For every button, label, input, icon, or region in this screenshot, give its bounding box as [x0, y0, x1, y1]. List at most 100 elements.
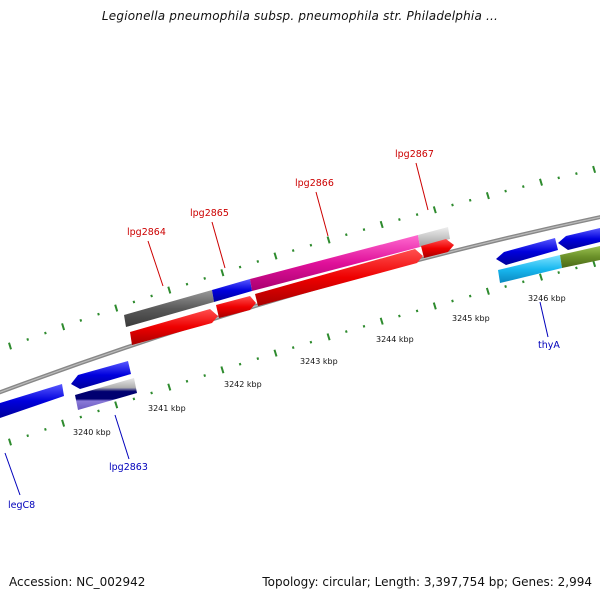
inner-tick [26, 434, 30, 438]
outer-tick [592, 165, 597, 174]
inner-tick [79, 415, 83, 419]
inner-tick [291, 346, 295, 350]
outer-tick [203, 276, 207, 280]
inner-tick [256, 357, 260, 361]
gene-bar-gray[interactable] [124, 290, 214, 327]
inner-tick [44, 427, 47, 431]
genome-backbone-highlight [0, 216, 600, 393]
inner-tick [203, 374, 207, 377]
inner-tick [114, 401, 119, 409]
inner-tick [485, 287, 490, 295]
outer-tick [220, 269, 225, 277]
inner-tick [539, 273, 543, 281]
inner-tick [97, 409, 100, 413]
gene-bar-lpg2863[interactable] [75, 378, 137, 410]
inner-tick [326, 333, 331, 341]
inner-tick [398, 314, 401, 318]
gene-bar-legC8-part[interactable] [0, 384, 64, 418]
gene-bar-lpg2867[interactable] [418, 227, 450, 247]
outer-tick [26, 338, 30, 341]
outer-tick [362, 228, 366, 232]
outer-tick [557, 176, 561, 180]
outer-tick [468, 198, 472, 202]
gene-label-lpg2866[interactable]: lpg2866 [295, 178, 334, 189]
genome-backbone [0, 215, 600, 395]
gene-arrow-left-thyA-1[interactable] [496, 238, 558, 265]
inner-tick [344, 330, 348, 333]
inner-tick [362, 324, 366, 328]
gene-label-lpg2863[interactable]: lpg2863 [109, 462, 148, 473]
inner-tick [521, 280, 525, 284]
inner-tick [61, 419, 66, 427]
gene-arrow-red-2[interactable] [216, 296, 256, 318]
inner-tick [185, 379, 189, 383]
inner-tick [557, 271, 561, 274]
inner-tick [379, 317, 384, 325]
outer-tick [432, 206, 437, 214]
gene-bar-lpg2866[interactable] [250, 235, 420, 291]
accession-label: Accession: NC_002942 [9, 575, 146, 589]
outer-tick [79, 318, 83, 322]
inner-tick [575, 266, 578, 270]
label-leaders [147, 162, 429, 287]
topology-label: Topology: circular; Length: 3,397,754 bp… [262, 575, 592, 589]
gene-arrow-red-4[interactable] [421, 239, 454, 258]
outer-tick [44, 331, 47, 335]
outer-tick [8, 342, 12, 350]
inner-tick [432, 302, 437, 310]
gene-arrow-left-thyA-2[interactable] [558, 228, 600, 250]
outer-tick [539, 178, 543, 186]
outer-tick [398, 218, 401, 221]
scale-label-3246: 3246 kbp [528, 294, 566, 303]
outer-tick [575, 172, 578, 176]
outer-tick [309, 243, 313, 247]
red-arrow-genes [130, 239, 454, 345]
outer-tick [344, 233, 348, 237]
inner-tick [468, 294, 472, 298]
gene-label-lpg2867[interactable]: lpg2867 [395, 149, 434, 160]
outer-tick-track [8, 165, 597, 350]
gene-bar-blue-forward[interactable] [212, 279, 252, 302]
inner-tick [504, 285, 507, 288]
gene-label-legC8[interactable]: legC8 [8, 500, 35, 511]
outer-tick [291, 249, 295, 253]
outer-tick [326, 236, 331, 244]
outer-tick [150, 294, 153, 298]
outer-tick [97, 312, 100, 316]
scale-label-3242: 3242 kbp [224, 380, 262, 389]
scale-label-3241: 3241 kbp [148, 404, 186, 413]
outer-tick [273, 252, 278, 260]
inner-tick [150, 391, 153, 395]
gene-arrow-red-3[interactable] [255, 249, 423, 306]
outer-tick [132, 300, 136, 304]
scale-label-3243: 3243 kbp [300, 357, 338, 366]
inner-tick [451, 299, 454, 303]
gene-label-lpg2865[interactable]: lpg2865 [190, 208, 229, 219]
gene-bar-olive[interactable] [560, 246, 600, 268]
outer-tick [415, 213, 419, 217]
label-leaders-blue [4, 301, 549, 496]
scale-label-3245: 3245 kbp [452, 314, 490, 323]
outer-tick [238, 265, 242, 269]
inner-tick [8, 438, 12, 446]
gene-arrow-left-1[interactable] [71, 361, 131, 389]
outer-tick [521, 185, 525, 189]
forward-strand-genes [0, 227, 600, 418]
gene-label-lpg2864[interactable]: lpg2864 [127, 227, 166, 238]
outer-tick [504, 189, 507, 193]
inner-tick [415, 309, 419, 313]
inner-tick [273, 349, 278, 357]
inner-tick [238, 362, 242, 366]
outer-tick [185, 282, 189, 286]
outer-tick [114, 304, 119, 312]
gene-label-thyA[interactable]: thyA [538, 340, 560, 351]
scale-label-3244: 3244 kbp [376, 335, 414, 344]
outer-tick [485, 192, 490, 200]
scale-label-3240: 3240 kbp [73, 428, 111, 437]
outer-tick [256, 260, 260, 263]
gene-bar-cyan[interactable] [498, 255, 562, 283]
outer-tick [451, 203, 454, 207]
gene-arrow-red-1[interactable] [130, 309, 218, 345]
inner-tick-track [8, 259, 597, 446]
inner-tick [132, 397, 136, 401]
